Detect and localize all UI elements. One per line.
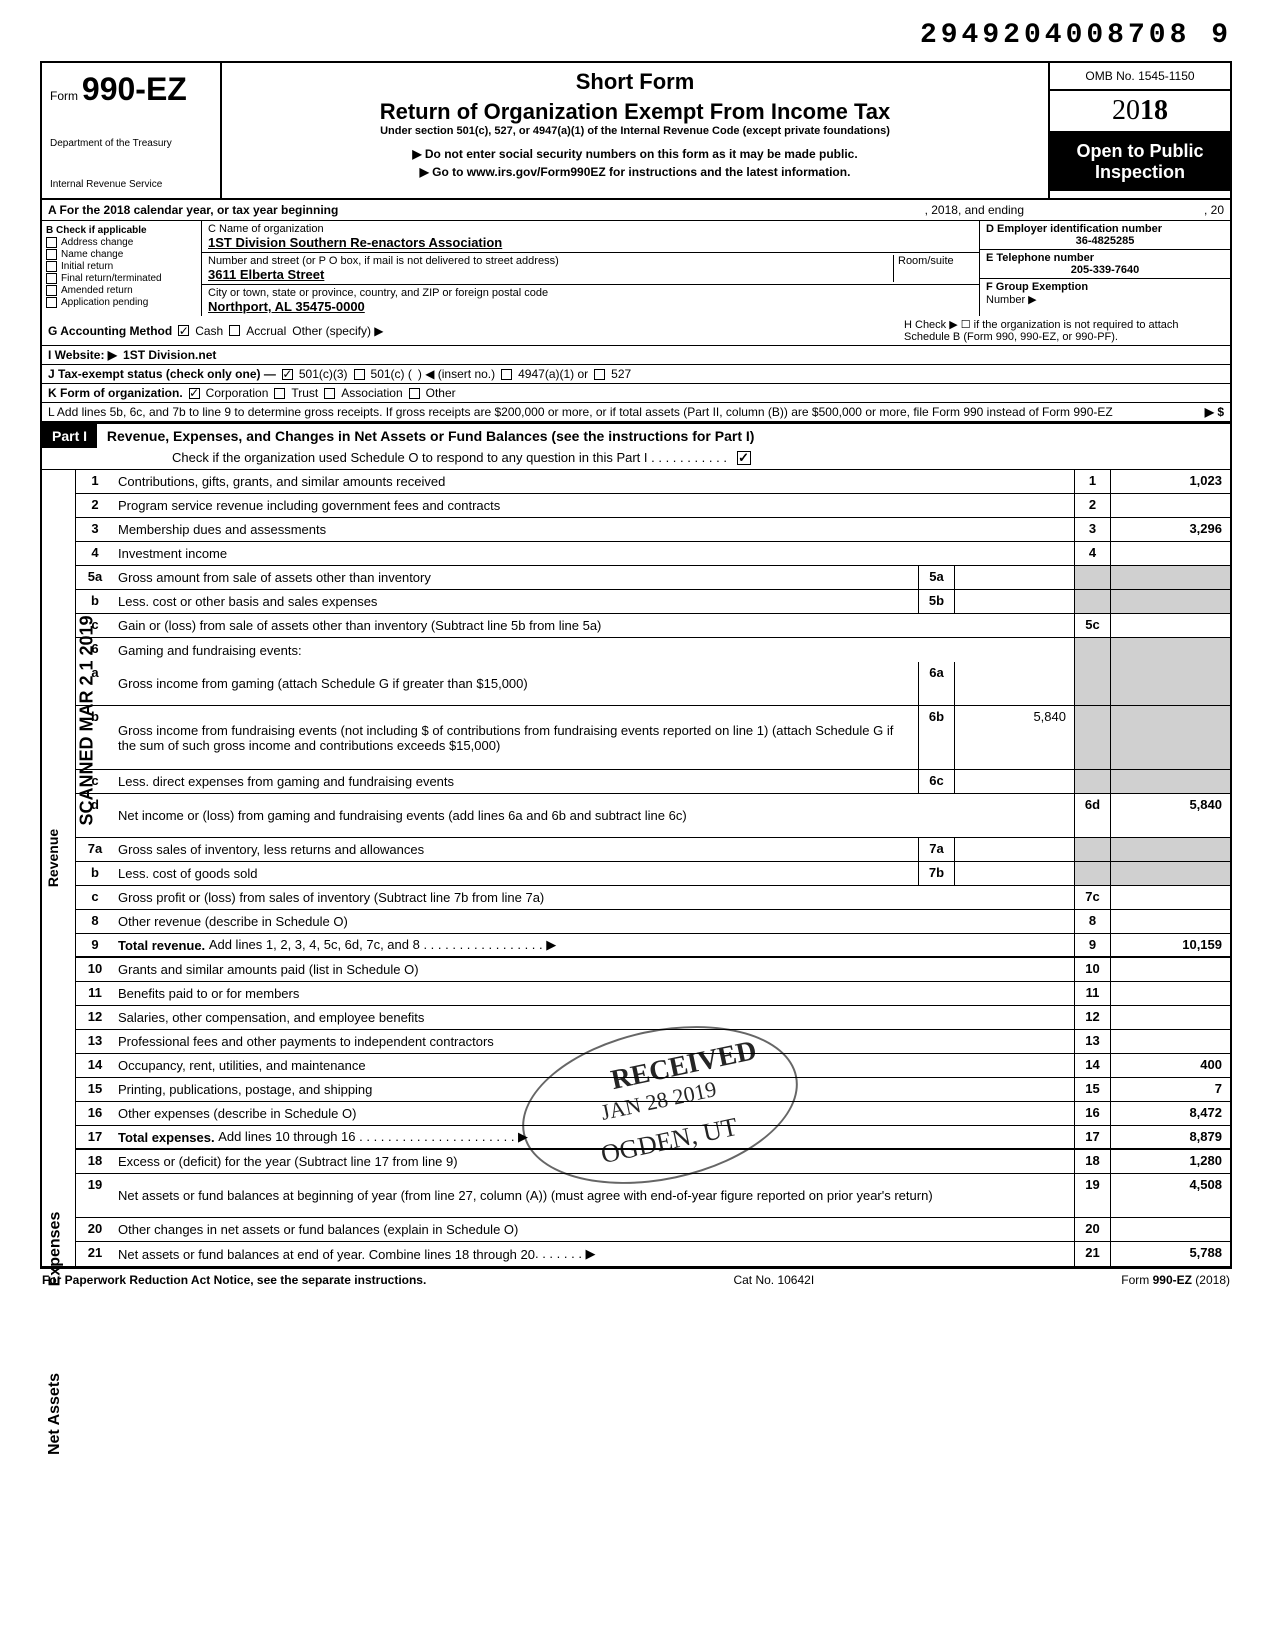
col-c-org-info: C Name of organization 1ST Division Sout… [202, 221, 980, 316]
col-b-checkboxes: B Check if applicable Address change Nam… [42, 221, 202, 316]
org-city: Northport, AL 35475-0000 [208, 299, 973, 314]
checkbox-final-return[interactable] [46, 273, 57, 284]
ein: 36-4825285 [986, 235, 1224, 247]
checkbox-assoc[interactable] [324, 388, 335, 399]
line-11-value [1110, 982, 1230, 1005]
checkbox-cash[interactable]: ✓ [178, 325, 189, 336]
org-street: 3611 Elberta Street [208, 267, 893, 282]
line-12-value [1110, 1006, 1230, 1029]
page-footer: For Paperwork Reduction Act Notice, see … [40, 1268, 1232, 1291]
checkbox-501c[interactable] [354, 369, 365, 380]
row-l-gross-receipts: L Add lines 5b, 6c, and 7b to line 9 to … [42, 403, 1230, 423]
dept-treasury: Department of the Treasury [50, 138, 212, 149]
checkbox-name-change[interactable] [46, 249, 57, 260]
revenue-label: Revenue [45, 829, 61, 887]
short-form-title: Short Form [228, 69, 1042, 95]
org-name: 1ST Division Southern Re-enactors Associ… [208, 235, 973, 250]
form-label: Form [50, 89, 78, 103]
h-check-note: H Check ▶ ☐ if the organization is not r… [904, 318, 1224, 343]
line-14-value: 400 [1110, 1054, 1230, 1077]
open-to-public: Open to Public Inspection [1050, 133, 1230, 191]
expenses-label: Expenses [46, 1212, 64, 1287]
line-13-value [1110, 1030, 1230, 1053]
line-8-value [1110, 910, 1230, 933]
checkbox-527[interactable] [594, 369, 605, 380]
row-i-website: I Website: ▶ 1ST Division.net [42, 346, 1230, 365]
row-k-form-org: K Form of organization. ✓Corporation Tru… [42, 384, 1230, 403]
line-17-value: 8,879 [1110, 1126, 1230, 1148]
line-15-value: 7 [1110, 1078, 1230, 1101]
line-21-value: 5,788 [1110, 1242, 1230, 1266]
omb-number: OMB No. 1545-1150 [1050, 63, 1230, 91]
line-3-value: 3,296 [1110, 518, 1230, 541]
line-7c-value [1110, 886, 1230, 909]
checkbox-4947[interactable] [501, 369, 512, 380]
line-2-value [1110, 494, 1230, 517]
line-6b-value: 5,840 [954, 706, 1074, 769]
line-20-value [1110, 1218, 1230, 1241]
document-id-number: 2949204008708 9 [40, 20, 1232, 51]
line-16-value: 8,472 [1110, 1102, 1230, 1125]
under-section: Under section 501(c), 527, or 4947(a)(1)… [228, 125, 1042, 137]
checkbox-501c3[interactable]: ✓ [282, 369, 293, 380]
col-de: D Employer identification number 36-4825… [980, 221, 1230, 316]
row-g-accounting: G Accounting Method ✓Cash Accrual Other … [42, 316, 1230, 346]
main-title: Return of Organization Exempt From Incom… [228, 99, 1042, 125]
line-5c-value [1110, 614, 1230, 637]
line-9-value: 10,159 [1110, 934, 1230, 956]
net-assets-label: Net Assets [46, 1373, 64, 1455]
form-number: 990-EZ [82, 71, 187, 107]
checkbox-other-org[interactable] [409, 388, 420, 399]
line-6d-value: 5,840 [1110, 794, 1230, 837]
line-19-value: 4,508 [1110, 1174, 1230, 1217]
checkbox-corp[interactable]: ✓ [189, 388, 200, 399]
ssn-warning: ▶ Do not enter social security numbers o… [228, 147, 1042, 161]
website-value: 1ST Division.net [123, 348, 216, 362]
line-10-value [1110, 958, 1230, 981]
dept-irs: Internal Revenue Service [50, 179, 212, 190]
checkbox-initial-return[interactable] [46, 261, 57, 272]
checkbox-address-change[interactable] [46, 237, 57, 248]
row-a-tax-year: A For the 2018 calendar year, or tax yea… [40, 200, 1232, 221]
section-bcde: B Check if applicable Address change Nam… [40, 221, 1232, 316]
tax-year: 20201818 [1050, 91, 1230, 133]
scanned-stamp: SCANNED MAR 2 1 2019 [77, 615, 98, 825]
part-1-header: Part I Revenue, Expenses, and Changes in… [40, 423, 1232, 470]
form-header: Form 990-EZ Department of the Treasury I… [40, 61, 1232, 200]
phone: 205-339-7640 [986, 264, 1224, 276]
line-1-value: 1,023 [1110, 470, 1230, 493]
checkbox-amended[interactable] [46, 285, 57, 296]
schedule-o-checkbox[interactable]: ✓ [737, 451, 751, 465]
line-4-value [1110, 542, 1230, 565]
checkbox-accrual[interactable] [229, 325, 240, 336]
row-j-exempt-status: J Tax-exempt status (check only one) — ✓… [42, 365, 1230, 384]
line-18-value: 1,280 [1110, 1150, 1230, 1173]
checkbox-trust[interactable] [274, 388, 285, 399]
checkbox-app-pending[interactable] [46, 297, 57, 308]
irs-link-text: ▶ Go to www.irs.gov/Form990EZ for instru… [228, 165, 1042, 179]
